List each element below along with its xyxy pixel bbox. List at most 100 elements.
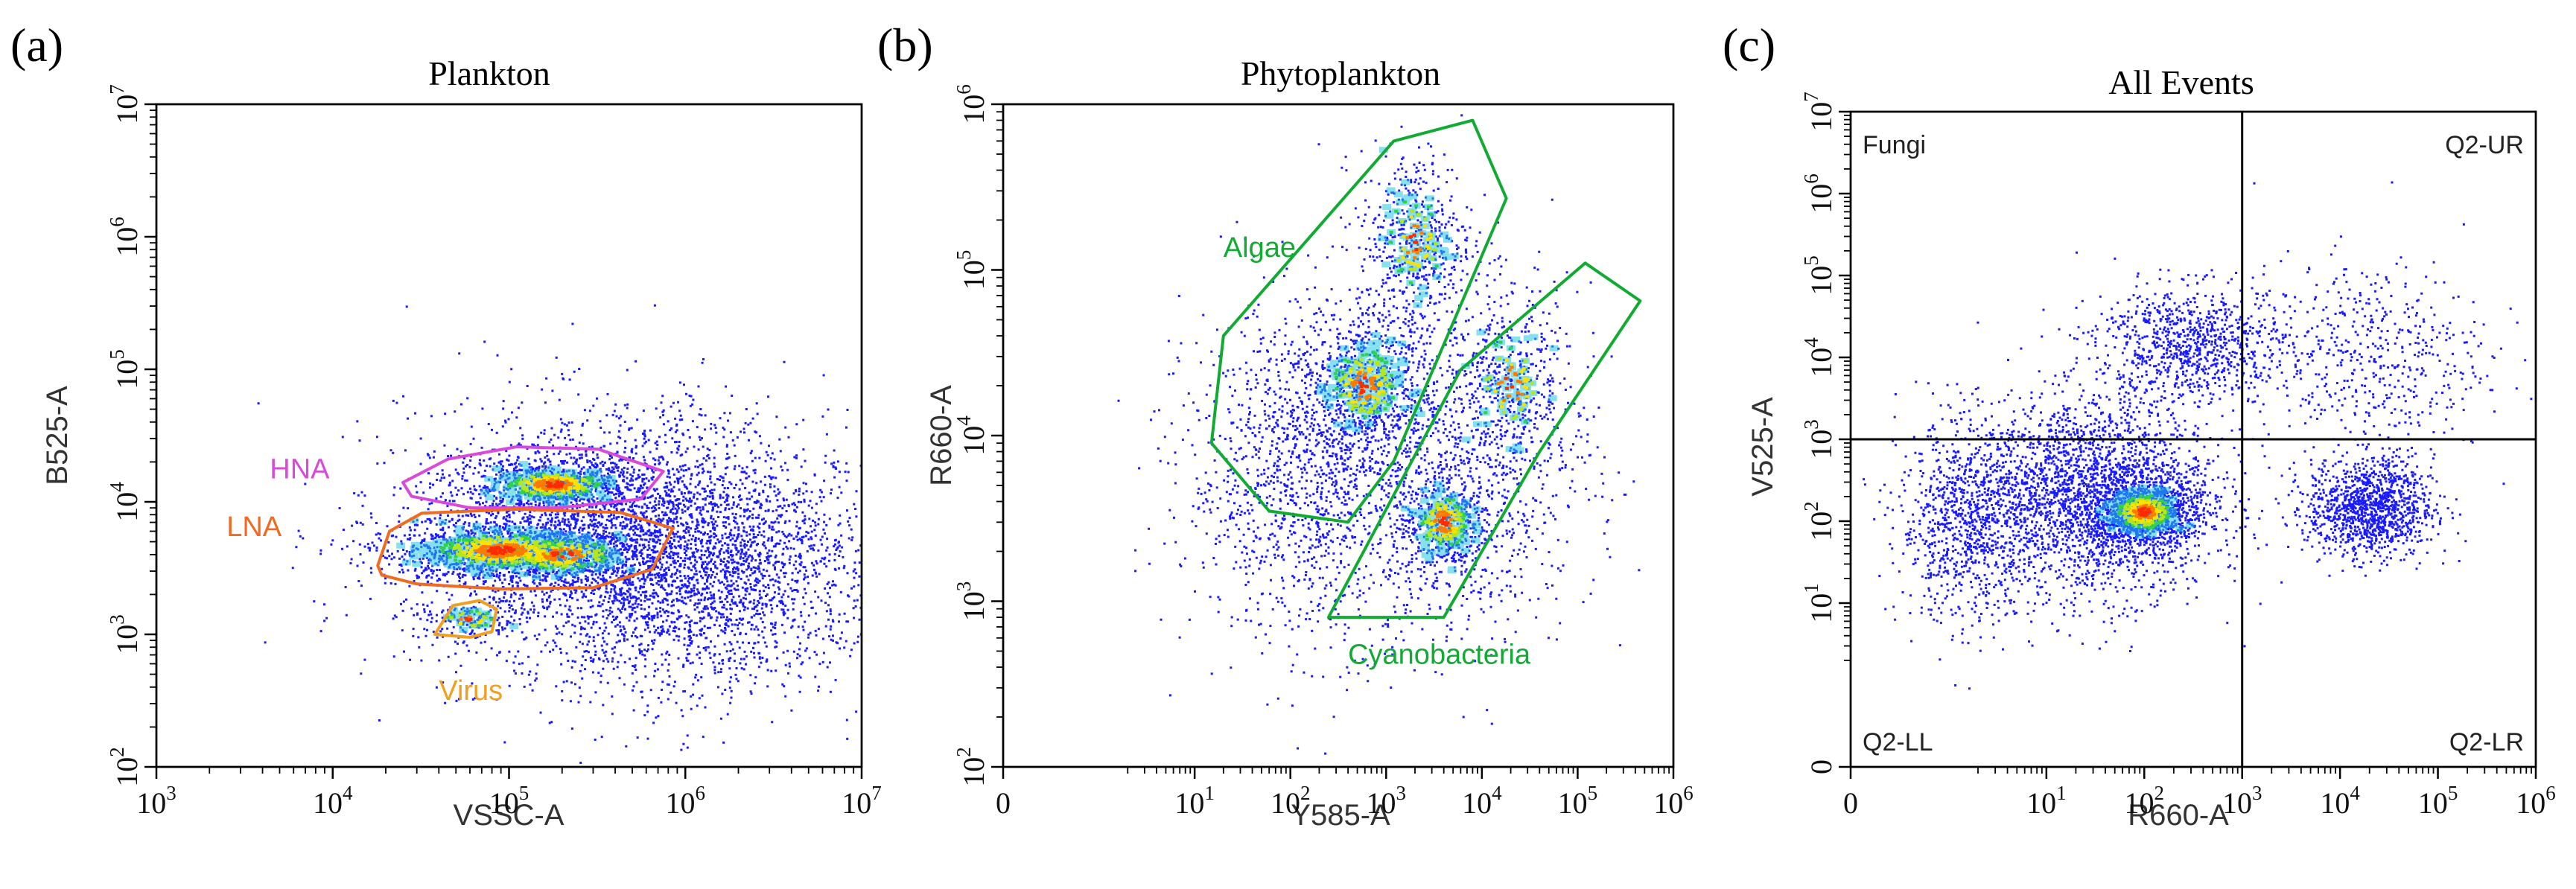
- panel-c-y-tick-label: 107: [1800, 92, 1838, 132]
- panel-a-plot-area: HNA LNA Virus: [155, 103, 863, 768]
- panel-c-y-tick-label: 105: [1800, 255, 1838, 296]
- panel-c-y-tick-exponent: 1: [1800, 583, 1822, 593]
- panel-c-ticks: 0 101 102 103 104 105 106010110210310410510610…: [1800, 92, 2556, 820]
- panel-b-y-tick-exponent: 2: [953, 747, 975, 757]
- panel-a-x-tick-label: 107: [842, 782, 882, 820]
- panel-c-x-tick-exponent: 4: [2350, 782, 2360, 804]
- panel-c-y-tick-label: 101: [1800, 583, 1838, 623]
- panel-c-y-tick-base: 10: [1804, 102, 1838, 132]
- panel-b-x-tick-exponent: 2: [1300, 782, 1311, 804]
- panel-c-x-tick-label: 0: [1843, 786, 1858, 820]
- panel-c-plot-area: Fungi Q2-UR Q2-LL Q2-LR: [1849, 110, 2537, 768]
- panel-b-x-tick-base: 10: [1653, 786, 1683, 820]
- panel-b-y-tick-base: 10: [957, 95, 990, 124]
- panel-b-x-axis-label: Y585-A: [1291, 799, 1390, 832]
- panel-b-y-tick-base: 10: [957, 757, 990, 787]
- panel-a-y-tick-base: 10: [110, 625, 144, 654]
- panel-a-x-tick-label: 106: [666, 782, 706, 820]
- panel-c-y-tick-label: 103: [1800, 419, 1838, 459]
- panel-b-x-tick-label: 104: [1462, 782, 1502, 820]
- panel-b-event-cloud: [1117, 114, 1641, 755]
- panel-a-x-tick-base: 10: [489, 786, 519, 820]
- panel-b-x-tick-base: 10: [1174, 786, 1204, 820]
- panel-c-x-axis-label: R660-A: [2128, 799, 2229, 832]
- panel-a-y-tick-label: 103: [106, 614, 144, 654]
- panel-c-density-level-5: [2137, 506, 2152, 517]
- panel-b-y-tick-base: 10: [957, 591, 990, 621]
- panel-b-x-tick-label: 101: [1174, 782, 1215, 820]
- panel-c-y-tick-label: 0: [1804, 759, 1838, 774]
- panel-c-x-tick-exponent: 3: [2252, 782, 2262, 804]
- panel-c-x-tick-base: 10: [2026, 786, 2056, 820]
- panel-b-x-tick-base: 10: [1270, 786, 1300, 820]
- panel-c-quadrant-label-bottom-left: Q2-LL: [1863, 728, 1933, 756]
- panel-b-gate-cyanobacteria: [1326, 261, 1642, 619]
- panel-a-y-tick-exponent: 2: [106, 747, 128, 757]
- panel-b-x-tick-base: 0: [996, 786, 1011, 820]
- panel-b-x-tick-label: 103: [1367, 782, 1407, 820]
- panel-a-x-tick-base: 10: [842, 786, 871, 820]
- panel-b-label: (b): [877, 19, 933, 71]
- panel-b-y-tick-label: 103: [953, 581, 990, 622]
- panel-b-y-tick-base: 10: [957, 426, 990, 456]
- panel-a-label: (a): [10, 19, 63, 71]
- panel-a-y-tick-base: 10: [110, 360, 144, 389]
- panel-b-y-axis-label: R660-A: [925, 385, 958, 486]
- panel-a-y-tick-label: 104: [106, 482, 144, 522]
- panel-c-quadrant-label-top-right: Q2-UR: [2445, 131, 2524, 159]
- panel-a-y-tick-label: 105: [106, 349, 144, 389]
- panel-a-y-tick-base: 10: [110, 492, 144, 522]
- panel-c-y-tick-base: 10: [1804, 430, 1838, 459]
- panel-b-y-tick-label: 104: [953, 415, 990, 456]
- panel-a-x-tick-label: 105: [489, 782, 529, 820]
- panel-b-x-tick-base: 10: [1558, 786, 1588, 820]
- panel-a-plankton: (a) Plankton HNA LNA Virus VSSC-A B525-A 1…: [10, 19, 882, 832]
- panel-b-y-tick-exponent: 4: [953, 415, 975, 426]
- panel-b-x-tick-label: 106: [1653, 782, 1694, 820]
- panel-c-event-dots: [1863, 181, 2533, 690]
- panel-c-y-tick-label: 102: [1800, 501, 1838, 541]
- panel-c-y-tick-base: 10: [1804, 593, 1838, 623]
- panel-c-y-tick-base: 10: [1804, 512, 1838, 541]
- panel-c-y-tick-base: 0: [1804, 759, 1838, 774]
- panel-c-x-tick-label: 105: [2418, 782, 2458, 820]
- panel-a-y-tick-exponent: 5: [106, 349, 128, 360]
- panel-c-x-tick-label: 101: [2026, 782, 2067, 820]
- panel-a-x-tick-exponent: 6: [696, 782, 706, 804]
- panel-b-plot-frame: [1002, 103, 1675, 768]
- panel-b-plot-area: Algae Cyanobacteria: [1002, 103, 1675, 768]
- panel-c-y-tick-exponent: 4: [1800, 337, 1822, 348]
- panel-a-event-cloud: [257, 304, 862, 764]
- panel-b-x-tick-exponent: 5: [1588, 782, 1598, 804]
- panel-c-x-tick-label: 106: [2516, 782, 2556, 820]
- panel-a-plot-frame: [155, 103, 863, 768]
- panel-b-x-tick-exponent: 1: [1204, 782, 1215, 804]
- panel-a-density-level-4: [459, 478, 584, 622]
- panel-b-gate-label-cyanobacteria: Cyanobacteria: [1348, 639, 1531, 670]
- panel-c-y-tick-exponent: 3: [1800, 419, 1822, 430]
- panel-a-y-tick-base: 10: [110, 227, 144, 257]
- panel-a-x-tick-base: 10: [666, 786, 696, 820]
- panel-a-x-tick-label: 103: [136, 782, 176, 820]
- panel-a-y-tick-base: 10: [110, 95, 144, 124]
- panel-a-title: Plankton: [428, 54, 550, 92]
- panel-a-y-axis-label: B525-A: [41, 386, 74, 485]
- panel-c-y-tick-exponent: 6: [1800, 173, 1822, 184]
- panel-a-gate-hna: [401, 445, 665, 510]
- panel-a-x-tick-exponent: 7: [871, 782, 882, 804]
- panel-c-x-tick-label: 102: [2125, 782, 2165, 820]
- panel-b-x-tick-base: 10: [1367, 786, 1396, 820]
- panel-b-density-halo: [1316, 147, 1559, 574]
- panel-a-x-tick-label: 104: [313, 782, 353, 820]
- panel-b-y-tick-exponent: 6: [953, 84, 975, 95]
- panel-a-y-tick-exponent: 7: [106, 84, 128, 95]
- panel-b-y-tick-label: 102: [953, 747, 990, 787]
- panel-c-quadrant-label-top-left: Fungi: [1863, 131, 1926, 159]
- panel-b-x-tick-exponent: 6: [1683, 782, 1694, 804]
- panel-a-y-tick-label: 106: [106, 217, 144, 257]
- panel-a-gate-lna: [376, 507, 675, 590]
- panel-c-title: All Events: [2108, 63, 2254, 101]
